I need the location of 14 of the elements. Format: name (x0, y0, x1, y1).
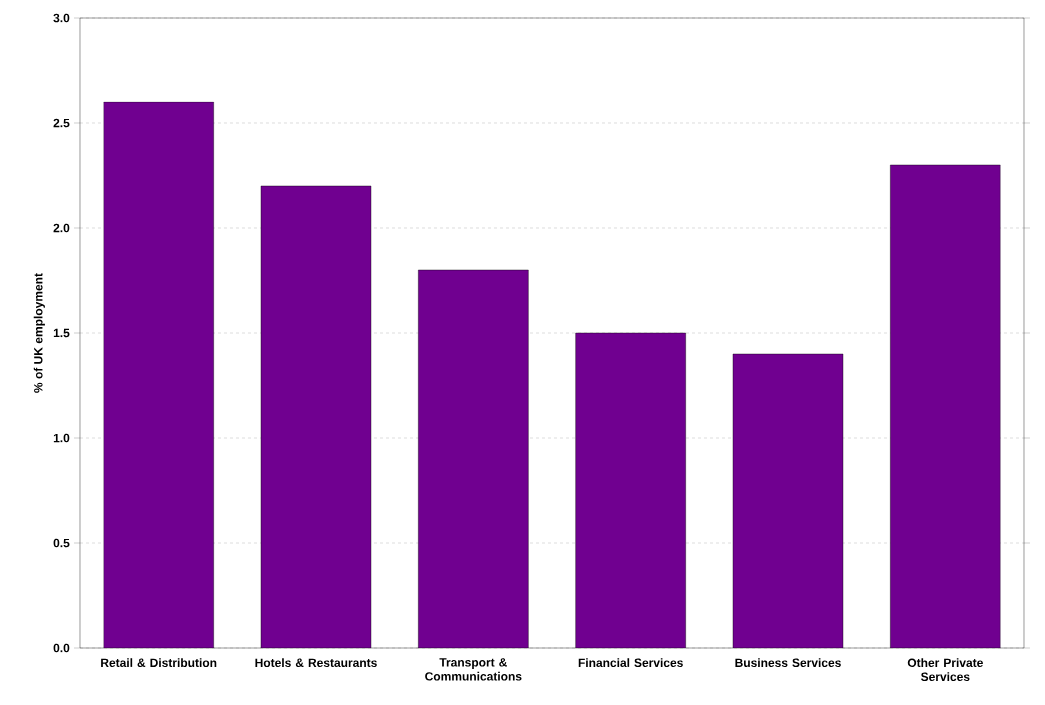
x-tick-label: Transport & Communications (425, 658, 522, 681)
y-tick-label: 0.5 (53, 538, 70, 548)
y-tick-label: 2.5 (53, 118, 70, 128)
y-tick-label: 0.0 (53, 643, 70, 653)
x-tick-label: Other Private Services (907, 658, 983, 682)
x-tick-label: Retail & Distribution (101, 658, 217, 668)
y-tick-label: 1.0 (53, 433, 70, 443)
y-tick-label: 1.5 (53, 328, 70, 338)
y-axis-title: % of UK employment (33, 273, 45, 393)
x-tick-label: Financial Services (578, 658, 683, 668)
y-tick-label: 3.0 (53, 13, 70, 23)
y-tick-label: 2.0 (53, 223, 70, 233)
x-tick-label: Business Services (735, 658, 841, 668)
x-tick-label: Hotels & Restaurants (255, 658, 377, 668)
